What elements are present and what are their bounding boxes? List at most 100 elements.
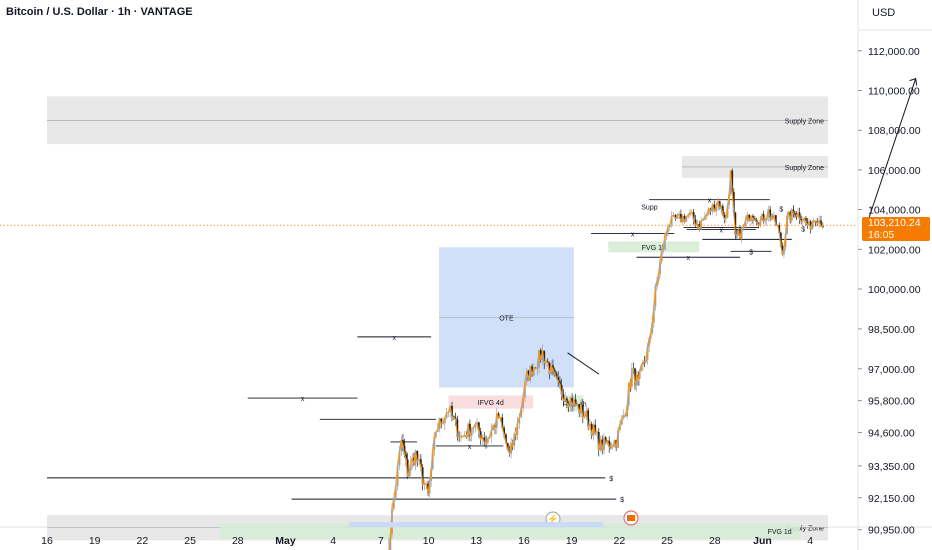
y-tick-label-11: 93,350.00 [868,461,915,473]
candle-body [503,427,505,435]
candle-body [704,216,706,220]
candle-body [662,247,665,251]
trend-stub [567,352,600,375]
candle-body [665,231,668,236]
candle-body [599,439,602,450]
candle-body [529,366,532,381]
candle-body [506,443,509,450]
candle-body [546,361,549,363]
candle-body [739,229,741,240]
candle-body [774,215,777,226]
candle-body [746,214,749,221]
candle-body [456,419,459,437]
candle-body [723,214,726,220]
candle-body [705,214,708,217]
candle-body [649,333,652,339]
candle-body [603,437,605,451]
candle-body [428,480,431,494]
candle-body [811,222,814,230]
x-tick-label-1: 19 [89,535,101,547]
structure-mark-2: x [402,440,406,447]
candle-body [620,418,623,425]
candle-body [668,224,671,228]
candle-body [557,377,560,381]
candle-body [681,216,684,222]
candle-body [548,362,551,374]
candle-body [765,217,768,220]
candle-body [604,437,607,444]
structure-mark-0: x [301,396,305,403]
candle-body [651,322,654,334]
supp-label: Supp [641,205,657,212]
level-label-9: $ [609,476,613,483]
x-tick-label-0: 16 [41,535,53,547]
candle-body [622,415,625,419]
y-tick-label-9: 95,800.00 [868,396,915,408]
candle-body [752,215,754,219]
candle-body [660,250,663,262]
bar-countdown: 16:05 [868,229,895,241]
candle-body [732,191,735,213]
ifvg-box-5 [448,395,534,409]
candle-body [742,226,745,229]
ote-label: OTE [499,315,514,322]
candle-body [645,359,647,363]
x-tick-label-16: 4 [807,535,813,547]
candle-body [541,350,544,360]
candle-body [414,450,417,465]
level-label-10: $ [620,497,624,504]
candle-body [562,394,565,401]
candle-body [794,213,796,217]
currency-label[interactable]: USD [872,7,896,19]
candle-body [748,214,751,222]
candle-body [574,399,577,406]
candle-body [431,450,434,469]
candle-body [513,434,516,446]
candle-body [416,450,419,461]
structure-mark-1: x [393,335,397,342]
candle-body [608,440,611,447]
candle-body [434,432,437,437]
candle-body [527,370,530,381]
candle-body [559,380,561,386]
candle-body [391,508,393,535]
fvg-label-5: IFVG 4d [478,400,504,407]
candle-body [477,422,480,432]
candle-body [590,424,593,436]
candle-body [497,413,500,418]
candle-body [781,245,784,255]
candle-body [627,383,630,406]
candle-body [490,429,493,437]
candle-body [479,431,482,440]
candle-body [685,216,688,222]
y-tick-label-13: 90,950.00 [868,525,915,537]
candle-body [718,201,721,209]
candle-body [744,220,747,227]
candle-body [630,368,633,387]
candle-body [680,213,682,222]
candle-body [438,418,441,430]
candle-body [443,418,446,424]
candle-body [553,369,556,374]
candle-body [726,205,729,218]
candle-body [467,423,470,438]
candle-body [550,365,553,374]
candle-body [694,219,697,226]
y-tick-label-0: 112,000.00 [868,46,920,58]
candle-body [406,459,409,477]
candle-body [725,217,727,220]
candle-body [790,209,793,221]
zone-label-2: Supply Zone [785,526,824,533]
candle-body [641,361,644,366]
candle-body [683,216,686,222]
candle-body [634,368,636,386]
x-tick-label-10: 16 [518,535,530,547]
candle-body [524,381,526,398]
candle-body [394,486,397,498]
fvg-box-3 [608,241,700,253]
x-tick-label-4: 28 [232,535,244,547]
candle-body [483,437,486,442]
range-marker [349,522,603,527]
candle-body [613,440,616,447]
